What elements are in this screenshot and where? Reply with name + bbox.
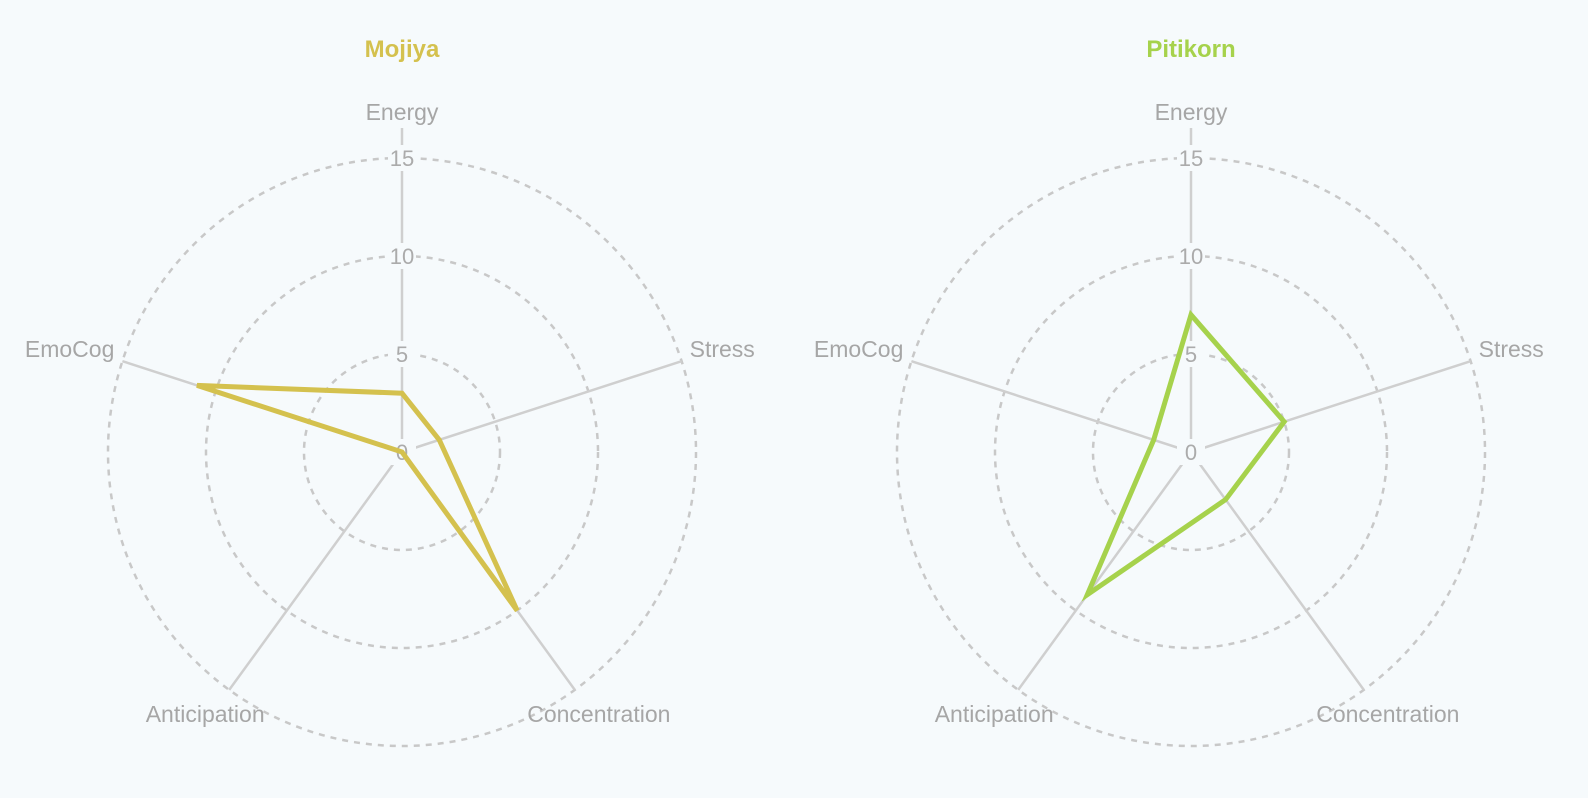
axis-label-energy: Energy — [1155, 99, 1228, 125]
tick-label-bg — [1177, 439, 1205, 465]
tick-label: 15 — [390, 146, 414, 171]
tick-label-bg — [388, 145, 416, 171]
tick-label-bg — [1177, 243, 1205, 269]
tick-label-bg — [1177, 145, 1205, 171]
axis-label-stress: Stress — [1479, 336, 1544, 362]
radar-chart-mojiya: Mojiya 051015EnergyStressConcentrationAn… — [25, 36, 755, 748]
axis-label-emocog: EmoCog — [25, 336, 114, 362]
axis-label-emocog: EmoCog — [814, 336, 903, 362]
grid-ring — [204, 254, 600, 650]
tick-label: 0 — [1185, 440, 1197, 465]
grid-ring — [993, 254, 1389, 650]
axis-spoke — [401, 359, 682, 454]
tick-label: 5 — [396, 342, 408, 367]
radar-chart-pitikorn: Pitikorn 0 5 10 15 Energy Stress Concentration… — [814, 36, 1544, 748]
axis-spoke — [1190, 359, 1471, 454]
axis-label-anticipation: Anticipation — [935, 701, 1054, 727]
axis-label-concentration: Concentration — [1316, 701, 1459, 727]
axis-spoke — [911, 359, 1192, 454]
tick-label-bg — [388, 243, 416, 269]
tick-label: 5 — [1185, 342, 1197, 367]
chart-title: Mojiya — [365, 36, 440, 63]
tick-label: 10 — [1179, 244, 1203, 269]
axis-label-energy: Energy — [366, 99, 439, 125]
axis-labels: Energy Stress Concentration Anticipation Emo… — [25, 99, 755, 727]
series-polygon — [196, 382, 520, 613]
axis-labels: Energy Stress Concentration Anticipation Emo… — [814, 99, 1544, 727]
axis-spokes — [911, 128, 1471, 691]
axis-label-stress: Stress — [690, 336, 755, 362]
axis-spoke — [1189, 451, 1365, 691]
axis-spokes — [122, 128, 682, 691]
tick-label-bg — [388, 341, 416, 367]
axis-label-anticipation: Anticipation — [146, 701, 265, 727]
axis-spoke — [1017, 451, 1193, 691]
tick-labels: 0 5 10 15 — [1177, 145, 1205, 465]
chart-title: Pitikorn — [1146, 36, 1235, 63]
axis-label-concentration: Concentration — [527, 701, 670, 727]
tick-label: 15 — [1179, 146, 1203, 171]
tick-label: 10 — [390, 244, 414, 269]
axis-spoke — [228, 451, 404, 691]
series-polygon — [1081, 309, 1288, 602]
